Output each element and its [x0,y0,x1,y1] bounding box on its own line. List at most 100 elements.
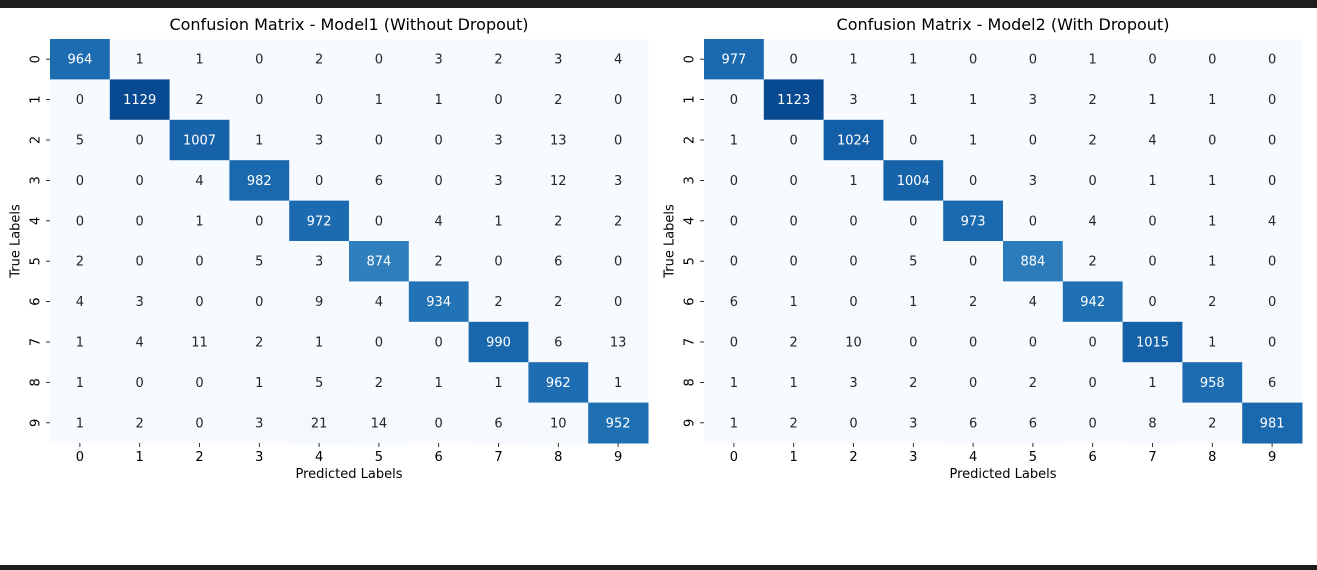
heatmap-cell [1003,119,1064,161]
heatmap-cell [704,39,765,80]
heatmap-cell [1122,362,1183,404]
cell-value-label: 2 [554,295,562,310]
cell-value-label: 6 [554,255,562,270]
cell-value-label: 1004 [897,174,930,189]
heatmap-cell [704,200,765,242]
heatmap-cell [468,362,529,404]
x-tick-label: 3 [255,450,263,465]
heatmap-cell [883,321,944,363]
heatmap-cell [169,362,230,404]
cell-value-label: 1 [1208,93,1216,108]
cell-value-label: 1 [909,93,917,108]
y-tick-label: 1 [29,95,44,103]
heatmap-cell [349,402,410,444]
x-tick-label: 2 [849,450,857,465]
x-tick-label: 5 [1029,450,1037,465]
heatmap-cell [468,200,529,242]
y-tick-label: 9 [683,419,698,427]
heatmap-cell [109,39,171,80]
heatmap-cell [1122,160,1183,202]
y-tick-label: 5 [29,257,44,265]
cell-value-label: 0 [1268,53,1276,68]
heatmap-cell [1003,39,1064,80]
heatmap-cell [349,281,410,323]
cell-value-label: 4 [1089,214,1097,229]
cell-value-label: 1 [614,376,622,391]
cell-value-label: 0 [435,336,443,351]
heatmap-cell [229,39,290,80]
heatmap-cell [883,281,944,323]
cell-value-label: 2 [1208,295,1216,310]
cell-value-label: 0 [315,93,323,108]
cell-value-label: 964 [67,53,92,68]
cell-value-label: 0 [849,214,857,229]
cell-value-label: 0 [1148,214,1156,229]
heatmap-cell [50,200,111,242]
cell-value-label: 6 [554,336,562,351]
cell-value-label: 0 [614,255,622,270]
cell-value-label: 981 [1260,416,1285,431]
cell-value-label: 0 [1029,214,1037,229]
cell-value-label: 2 [435,255,443,270]
cell-value-label: 10 [550,416,567,431]
heatmap-cell [763,39,825,80]
cell-value-label: 0 [1089,174,1097,189]
cell-value-label: 1 [195,214,203,229]
cell-value-label: 0 [730,255,738,270]
cell-value-label: 5 [315,376,323,391]
cell-value-label: 1 [494,214,502,229]
cell-value-label: 0 [435,174,443,189]
cell-value-label: 2 [195,93,203,108]
cell-value-label: 0 [969,53,977,68]
heatmap-cell [229,119,290,161]
heatmap-cell [468,321,529,363]
heatmap-cell [588,79,649,121]
heatmap-cell [883,362,944,404]
cell-value-label: 6 [1029,416,1037,431]
cell-value-label: 1 [909,53,917,68]
cell-value-label: 0 [790,134,798,149]
heatmap-cell [763,119,825,161]
heatmap-cell [943,119,1004,161]
cell-value-label: 977 [721,53,746,68]
heatmap-cell [289,241,350,282]
cell-value-label: 962 [546,376,571,391]
cell-value-label: 4 [1268,214,1276,229]
cell-value-label: 6 [969,416,977,431]
heatmap-cell [50,362,111,404]
heatmap-cell [1182,79,1243,121]
y-tick-label: 2 [29,136,44,144]
heatmap-cell [528,200,589,242]
heatmap-cell [763,160,825,202]
heatmap-cell [349,241,410,282]
cell-value-label: 990 [486,336,511,351]
chart-title: Confusion Matrix - Model2 (With Dropout) [837,15,1170,34]
heatmap-cell [349,362,410,404]
cell-value-label: 3 [1029,93,1037,108]
heatmap-cell [704,241,765,282]
heatmap-cell [349,321,410,363]
cell-value-label: 4 [76,295,84,310]
y-tick-label: 4 [683,217,698,225]
cell-value-label: 1024 [837,134,870,149]
heatmap-cell [1242,160,1303,202]
heatmap-cell [1122,39,1183,80]
cell-value-label: 3 [849,376,857,391]
cell-value-label: 2 [1029,376,1037,391]
cell-value-label: 0 [375,336,383,351]
heatmap-cell [229,362,290,404]
cell-value-label: 1 [1208,174,1216,189]
figure: 964 1 1 0 2 0 3 2 3 4 0 1129 2 0 0 1 1 0 2 0 5 0 1007 1 3 0 0 3 13 0 0… [0,8,1317,565]
heatmap-cell [883,79,944,121]
heatmap-cell [823,160,884,202]
heatmap-cell [823,79,884,121]
cell-value-label: 3 [849,93,857,108]
heatmap-cell [1003,281,1064,323]
heatmap-cell [109,241,171,282]
cell-value-label: 2 [494,295,502,310]
heatmap-cell [1182,241,1243,282]
cell-value-label: 0 [849,295,857,310]
cell-value-label: 3 [315,255,323,270]
cell-value-label: 0 [790,214,798,229]
heatmap-cell [229,79,290,121]
